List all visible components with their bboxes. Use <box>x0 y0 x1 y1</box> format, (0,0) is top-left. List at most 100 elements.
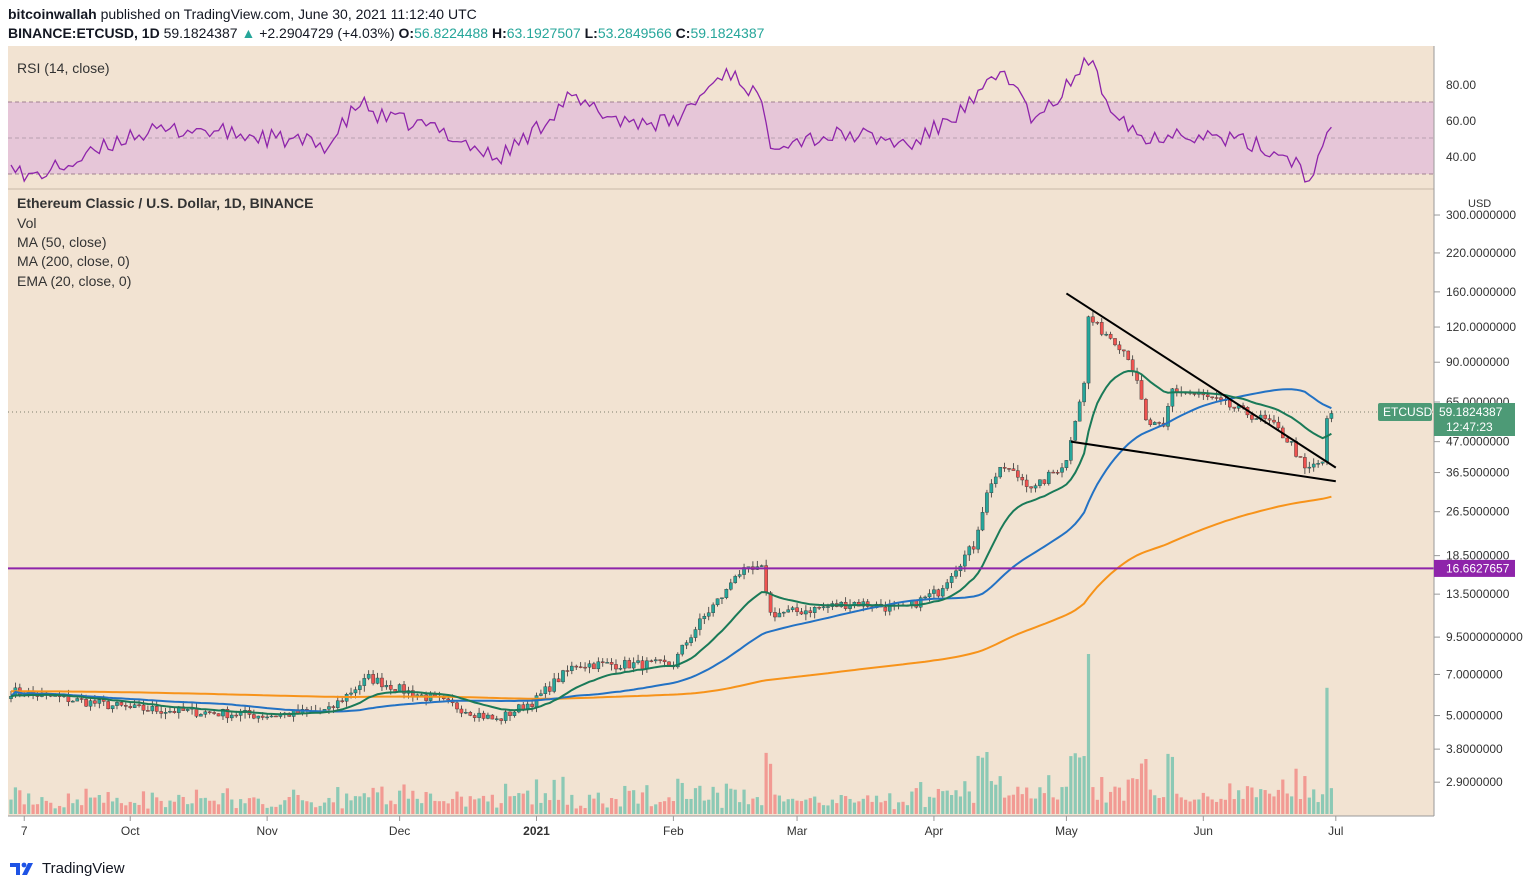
volume-bar <box>477 798 481 814</box>
candle-body <box>963 554 967 567</box>
ema20-legend[interactable]: EMA (20, close, 0) <box>17 273 131 289</box>
volume-bar <box>1307 797 1311 814</box>
candle-body <box>459 708 464 714</box>
volume-bar <box>883 800 887 814</box>
candle-body <box>1307 466 1312 469</box>
wedge-lower-trendline[interactable] <box>1070 440 1336 483</box>
ma200-legend[interactable]: MA (200, close, 0) <box>17 253 130 269</box>
price-badge-text: 59.1824387 <box>1439 405 1503 419</box>
volume-bar <box>283 800 287 814</box>
candle-body <box>640 660 645 670</box>
candle-body <box>446 698 450 701</box>
volume-bar <box>782 801 786 814</box>
candle-body <box>159 711 163 714</box>
rsi-legend[interactable]: RSI (14, close) <box>17 60 110 76</box>
volume-bar <box>40 797 44 814</box>
candle-body <box>260 715 265 718</box>
volume-bar <box>658 801 662 814</box>
candle-body <box>1219 397 1223 400</box>
candle-body <box>1002 467 1007 469</box>
candle-body <box>1104 333 1108 336</box>
volume-bar <box>13 787 18 814</box>
volume-bar <box>1175 793 1179 814</box>
volume-bar <box>133 802 137 814</box>
volume-bar <box>596 792 600 814</box>
candle-body <box>97 699 102 704</box>
volume-bars <box>9 654 1333 814</box>
volume-bar <box>97 794 101 814</box>
tradingview-footer[interactable]: TradingView <box>8 856 125 880</box>
volume-bar <box>1232 799 1236 814</box>
volume-bar <box>963 781 967 814</box>
volume-bar <box>976 755 980 814</box>
wedge-upper-trendline[interactable] <box>1065 292 1337 469</box>
countdown-text: 12:47:23 <box>1446 420 1493 434</box>
high-label: H: <box>491 25 507 41</box>
author-name[interactable]: bitcoinwallah <box>8 6 97 22</box>
ma50-legend[interactable]: MA (50, close) <box>17 234 106 250</box>
volume-bar <box>526 790 530 814</box>
volume-bar <box>1064 786 1069 814</box>
candle-body <box>119 702 124 706</box>
volume-bar <box>1303 776 1307 814</box>
candle-body <box>115 702 119 706</box>
volume-bar <box>464 806 468 814</box>
candle-body <box>468 712 473 716</box>
candle-body <box>1033 485 1038 489</box>
volume-bar <box>1219 798 1223 814</box>
volume-bar <box>671 801 675 814</box>
candle-body <box>1276 421 1281 429</box>
candle-body <box>1311 463 1316 468</box>
volume-bar <box>499 803 503 814</box>
volume-bar <box>808 798 812 814</box>
candle-body <box>1064 460 1069 468</box>
time-tick-label: Feb <box>663 824 684 838</box>
volume-bar <box>243 803 247 814</box>
candle-body <box>199 714 203 717</box>
volume-bar <box>795 800 799 814</box>
volume-bar <box>389 800 393 814</box>
candle-body <box>782 611 786 614</box>
volume-bar <box>1298 799 1303 814</box>
volume-bar <box>1051 797 1055 814</box>
candle-body <box>269 715 274 718</box>
price-tick-label: 36.5000000 <box>1446 466 1510 480</box>
volume-bar <box>751 798 755 814</box>
time-axis[interactable] <box>8 816 1536 844</box>
candle-body <box>1192 393 1197 395</box>
candle-body <box>936 589 941 597</box>
volume-bar <box>813 796 817 814</box>
volume-bar <box>402 784 406 814</box>
volume-bar <box>305 801 309 814</box>
volume-bar <box>835 803 839 814</box>
volume-bar <box>839 795 843 814</box>
candle-body <box>698 618 702 630</box>
volume-bar <box>486 801 490 814</box>
candle-body <box>424 694 428 701</box>
volume-bar <box>649 806 653 814</box>
volume-bar <box>799 801 804 814</box>
candle-body <box>1303 457 1307 469</box>
tradingview-brand: TradingView <box>42 859 125 877</box>
volume-bar <box>958 796 963 814</box>
candle-body <box>384 685 389 688</box>
volume-bar <box>1029 798 1033 814</box>
volume-bar <box>1126 779 1130 814</box>
volume-bar <box>1100 777 1104 814</box>
chart-title: Ethereum Classic / U.S. Dollar, 1D, BINA… <box>17 195 313 211</box>
volume-bar <box>106 792 110 814</box>
candle-body <box>455 702 459 710</box>
candle-body <box>1126 350 1131 360</box>
candle-body <box>609 662 614 665</box>
volume-bar <box>1135 779 1139 814</box>
volume-bar <box>932 797 936 814</box>
low-label: L: <box>584 25 598 41</box>
publish-info: bitcoinwallah published on TradingView.c… <box>8 6 477 22</box>
volume-bar <box>62 807 66 814</box>
ma200-line <box>11 495 1332 700</box>
volume-bar <box>768 763 773 814</box>
candle-body <box>587 663 592 668</box>
vol-legend[interactable]: Vol <box>17 215 36 231</box>
volume-bar <box>66 793 71 814</box>
